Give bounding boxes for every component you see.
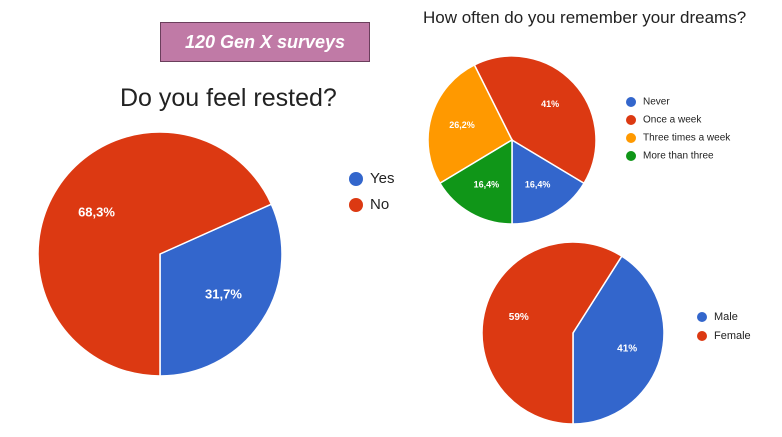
rested-legend-label-no: No xyxy=(370,196,389,213)
dreams-slice-label-once-a-week: 41% xyxy=(541,99,559,109)
rested-slice-label-no: 68,3% xyxy=(78,204,115,219)
survey-count-badge: 120 Gen X surveys xyxy=(160,22,370,62)
dreams-slice-label-three-times-a-week: 26,2% xyxy=(449,120,475,130)
dreams-chart-title: How often do you remember your dreams? xyxy=(423,8,747,27)
dreams-slice-more-than-three xyxy=(438,138,513,225)
dreams-legend-label-once-a-week: Once a week xyxy=(643,115,702,126)
dreams-slice-never xyxy=(511,138,586,225)
dreams-legend-label-more-than-three: More than three xyxy=(643,151,714,162)
dreams-legend-label-never: Never xyxy=(643,97,670,108)
rested-slice-no xyxy=(37,131,273,377)
dreams-slice-three-times-a-week xyxy=(427,63,513,185)
dreams-legend-swatch-more-than-three xyxy=(626,151,636,161)
dreams-slice-once-a-week xyxy=(473,55,597,185)
gender-legend-swatch-female xyxy=(697,331,707,341)
rested-slice-label-yes: 31,7% xyxy=(205,287,242,302)
rested-chart-title: Do you feel rested? xyxy=(120,84,337,112)
gender-legend-swatch-male xyxy=(697,312,707,322)
dreams-slice-label-never: 16,4% xyxy=(525,180,551,190)
dreams-slice-label-more-than-three: 16,4% xyxy=(474,180,500,190)
gender-slice-label-male: 41% xyxy=(617,343,637,354)
dreams-legend-swatch-once-a-week xyxy=(626,115,636,125)
rested-legend-swatch-yes xyxy=(349,172,363,186)
dreams-legend-label-three-times-a-week: Three times a week xyxy=(643,133,731,144)
rested-slice-yes xyxy=(159,203,283,377)
gender-slice-label-female: 59% xyxy=(509,312,529,323)
gender-legend-label-male: Male xyxy=(714,311,738,323)
gender-legend-label-female: Female xyxy=(714,330,751,342)
gender-slice-female xyxy=(481,241,623,425)
rested-legend-swatch-no xyxy=(349,198,363,212)
dreams-legend-swatch-three-times-a-week xyxy=(626,133,636,143)
dreams-legend-swatch-never xyxy=(626,97,636,107)
rested-legend-label-yes: Yes xyxy=(370,170,394,187)
